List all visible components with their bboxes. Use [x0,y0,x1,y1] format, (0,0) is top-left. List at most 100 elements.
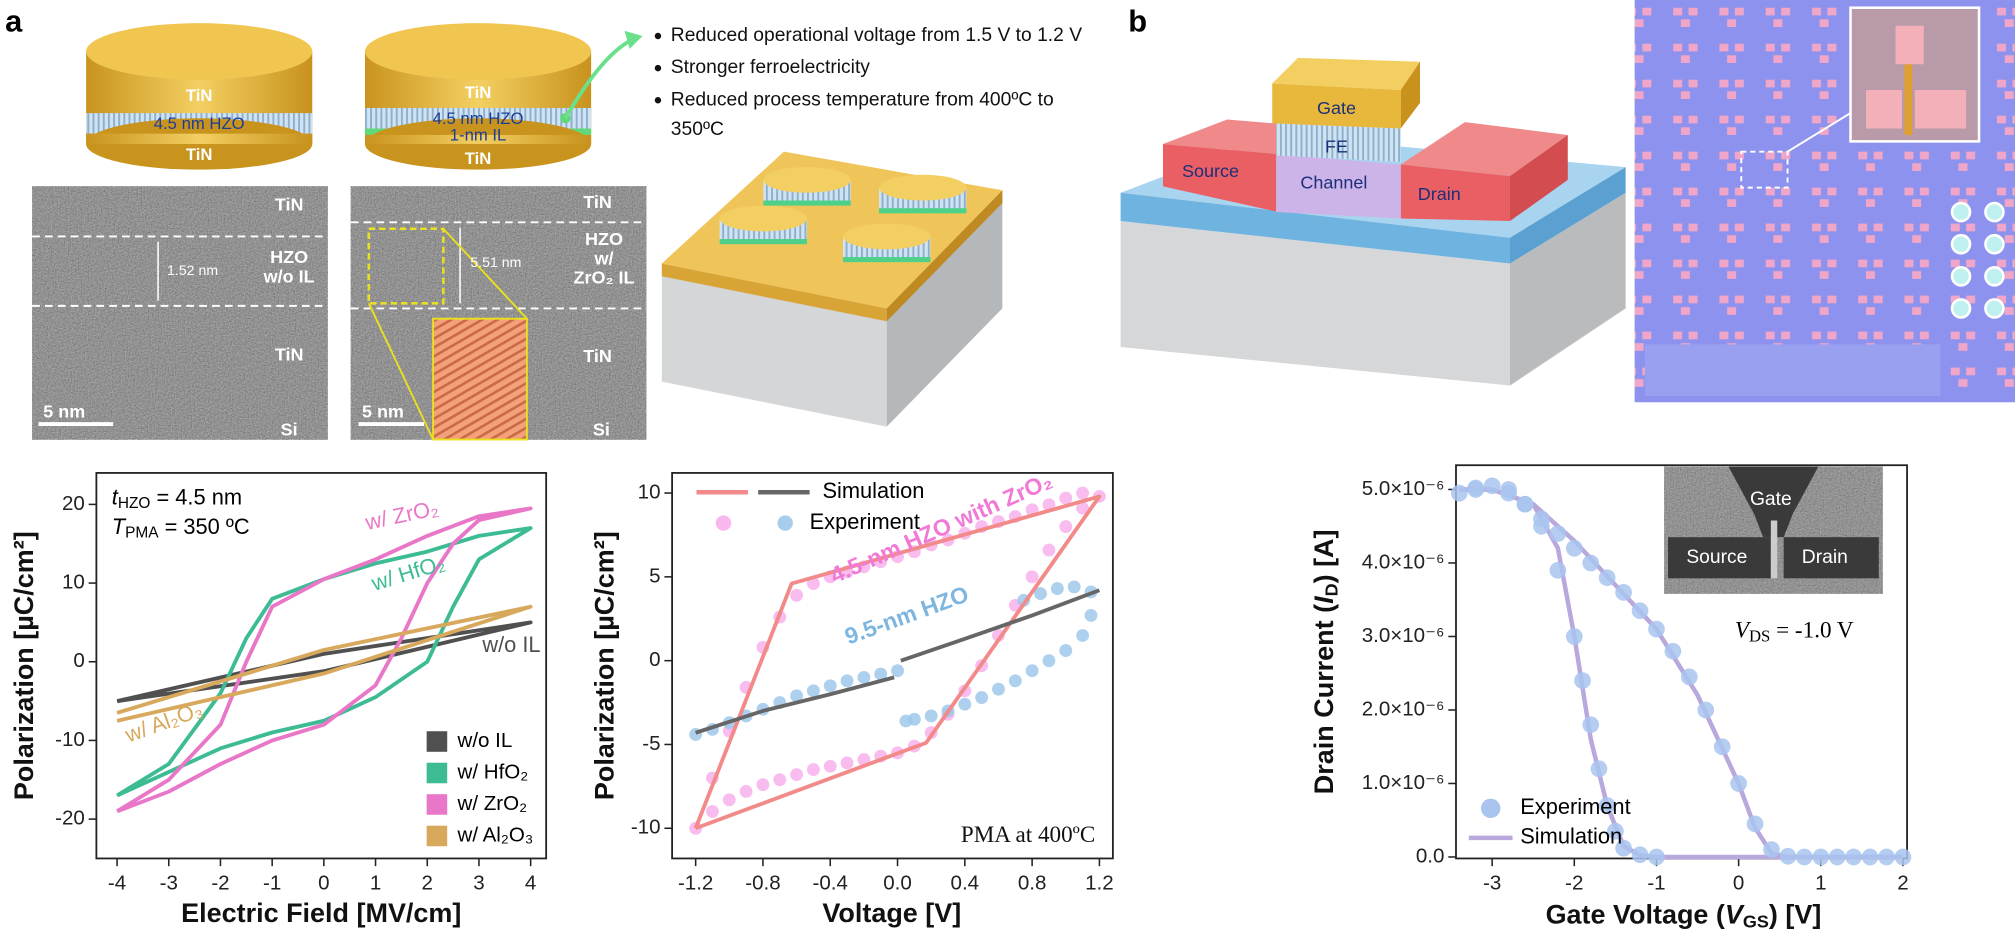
data-point [1779,847,1797,865]
device-label: Drain [1418,184,1461,204]
annotation-part: HZO [118,495,151,512]
y-tick-label: 0.0 [1416,844,1445,867]
legend-label: Simulation [822,478,924,503]
y-tick-label: 0 [73,649,84,672]
label-part: Drain Current ( [1309,604,1339,794]
device-label: Channel [1300,173,1367,193]
data-point [1582,716,1600,734]
data-point [1050,582,1064,596]
x-tick-label: -3 [1483,872,1501,895]
tem-label: 5 nm [362,401,404,421]
bullet: Stronger ferroelectricity [671,57,871,78]
tem-label: 1.52 nm [167,262,218,278]
y-tick-label: 4.0×10⁻⁶ [1362,550,1445,573]
layer-label: TiN [465,83,492,102]
data-line [695,588,1101,735]
x-tick-label: 0.0 [883,872,912,895]
data-point [1582,554,1600,572]
legend-swatch [426,825,448,847]
data-point [1516,495,1534,513]
data-point [958,697,972,711]
data-point [1450,484,1468,502]
data-point [1812,848,1830,866]
panel-label: b [1128,3,1147,38]
label-part: GS [1743,911,1769,931]
tem-label: Si [593,419,610,439]
annotation: VDS = -1.0 V [1735,618,1854,646]
transistor-illustration: Gate FE Source Channel Drain [1120,57,1626,386]
data-point [857,670,871,684]
tem-label: w/o IL [263,266,315,286]
y-tick-label: 0 [649,648,660,671]
x-tick-label: -2 [211,872,229,895]
legend-swatch [715,515,732,531]
x-tick-label: 0.4 [951,872,980,895]
data-point [1059,644,1073,658]
data-point [1894,848,1912,866]
data-point [1467,481,1485,498]
annotation-part: = 350 ºC [159,514,250,539]
annotation-part: = 4.5 nm [150,484,242,509]
data-point [739,784,753,798]
array-disks [719,167,967,263]
x-axis-label: Voltage [V] [822,898,961,928]
data-point [1730,775,1747,792]
x-tick-label: -0.4 [813,872,848,895]
layer-label: TiN [186,145,213,164]
chip-photo [1634,0,2015,403]
layer-label: 1-nm IL [450,126,507,145]
inset-label: Source [1686,547,1747,568]
data-point [1590,760,1608,778]
data-point [1084,608,1098,622]
x-tick-label: 0 [1733,872,1744,895]
data-point [1025,570,1039,584]
legend-label: w/ ZrO₂ [456,792,527,815]
tem-label: ZrO₂ IL [574,268,635,288]
y-axis-label: Polarization [µC/cm²] [9,531,39,800]
data-point [891,664,904,678]
y-tick-label: -20 [55,807,85,830]
data-point [1076,629,1090,642]
data-point [1680,668,1698,686]
data-point [1607,822,1624,840]
data-point [1795,848,1813,866]
tem-label: HZO [585,229,623,249]
x-tick-label: -1 [1647,872,1665,895]
legend-label: Simulation [1520,824,1622,849]
annotation-part: PMA [125,524,159,541]
device-label: Source [1182,161,1239,181]
legend-label: Experiment [810,509,920,534]
data-point [1746,815,1764,833]
data-point [773,773,787,787]
data-point [1067,580,1081,594]
data-point [1059,491,1073,505]
x-tick-label: 3 [473,872,484,895]
data-point [1025,664,1039,678]
legend-label: w/o IL [456,729,512,752]
x-tick-label: -4 [108,872,126,895]
y-axis-label: Polarization [µC/cm²] [590,531,620,800]
data-point [907,712,921,726]
data-point [1565,539,1583,557]
layer-label: TiN [186,86,213,105]
annotation-part: = -1.0 V [1770,618,1854,644]
data-point [1878,848,1895,866]
y-tick-label: -5 [642,732,660,755]
tem-label: TiN [275,194,304,214]
data-point [1615,584,1632,601]
y-tick-label: -10 [631,816,661,839]
device-label: FE [1325,137,1348,157]
data-point [806,577,820,590]
data-point [1631,602,1649,620]
tem-label: 5.51 nm [470,254,521,270]
layer-label: 4.5 nm HZO [154,114,245,133]
legend-label: w/ Al₂O₃ [456,823,533,846]
data-point [1598,569,1616,587]
series-label: w/ ZrO₂ [362,495,441,535]
label-part: V [1725,899,1745,929]
data-point [975,691,989,704]
data-line [116,506,533,814]
x-tick-label: -1 [263,872,281,895]
